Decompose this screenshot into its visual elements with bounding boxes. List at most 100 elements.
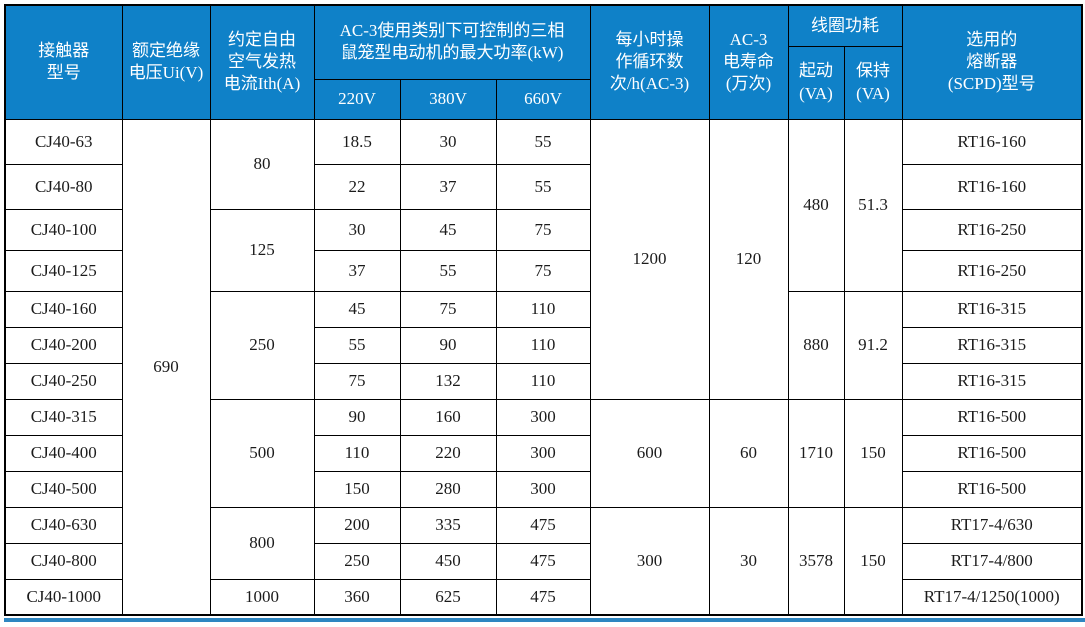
fuse-cell: RT16-500: [901, 470, 1083, 508]
kw-220v-cell: 18.5: [313, 118, 401, 165]
coil-hold-cell: 51.3: [843, 118, 903, 292]
kw-380v-cell: 625: [399, 578, 497, 616]
kw-380v-cell: 280: [399, 470, 497, 508]
ith-cell: 250: [209, 290, 315, 400]
header-380v: 380V: [399, 78, 497, 120]
kw-660v-cell: 75: [495, 208, 591, 251]
fuse-cell: RT17-4/1250(1000): [901, 578, 1083, 616]
life-cell: 120: [708, 118, 789, 400]
cycles-cell: 300: [589, 506, 710, 616]
fuse-cell: RT16-500: [901, 398, 1083, 436]
table-row: CJ40-80 22 37 55 RT16-160: [4, 163, 1083, 210]
model-cell: CJ40-250: [4, 362, 123, 400]
model-cell: CJ40-80: [4, 163, 123, 210]
life-cell: 30: [708, 506, 789, 616]
model-cell: CJ40-160: [4, 290, 123, 328]
ith-cell: 1000: [209, 578, 315, 616]
kw-380v-cell: 160: [399, 398, 497, 436]
header-fuse: 选用的 熔断器 (SCPD)型号: [901, 4, 1083, 120]
header-model: 接触器 型号: [4, 4, 123, 120]
cycles-cell: 1200: [589, 118, 710, 400]
model-cell: CJ40-1000: [4, 578, 123, 616]
kw-380v-cell: 90: [399, 326, 497, 364]
fuse-cell: RT16-250: [901, 208, 1083, 251]
coil-hold-cell: 150: [843, 398, 903, 508]
table-row: CJ40-160 250 45 75 110 880 91.2 RT16-315: [4, 290, 1083, 400]
kw-220v-cell: 90: [313, 398, 401, 436]
header-660v: 660V: [495, 78, 591, 120]
header-life: AC-3 电寿命 (万次): [708, 4, 789, 120]
coil-start-cell: 480: [787, 118, 845, 292]
kw-660v-cell: 55: [495, 118, 591, 165]
coil-hold-cell: 91.2: [843, 290, 903, 400]
table-header: 接触器 型号 额定绝缘 电压Ui(V) 约定自由 空气发热 电流Ith(A) A…: [4, 4, 1083, 120]
model-cell: CJ40-400: [4, 434, 123, 472]
kw-220v-cell: 110: [313, 434, 401, 472]
table-row: CJ40-800 250 450 475 RT17-4/800: [4, 542, 1083, 580]
kw-220v-cell: 200: [313, 506, 401, 544]
kw-660v-cell: 110: [495, 290, 591, 328]
kw-380v-cell: 55: [399, 249, 497, 292]
kw-380v-cell: 132: [399, 362, 497, 400]
bottom-rule: [4, 618, 1085, 622]
coil-start-cell: 1710: [787, 398, 845, 508]
kw-380v-cell: 75: [399, 290, 497, 328]
coil-start-cell: 3578: [787, 506, 845, 616]
contactor-spec-table: 接触器 型号 额定绝缘 电压Ui(V) 约定自由 空气发热 电流Ith(A) A…: [4, 4, 1083, 616]
fuse-cell: RT16-250: [901, 249, 1083, 292]
table-row: CJ40-63 690 80 18.5 30 55 1200 120 480 51.3 RT16-1…: [4, 118, 1083, 616]
kw-220v-cell: 30: [313, 208, 401, 251]
kw-660v-cell: 55: [495, 163, 591, 210]
model-cell: CJ40-500: [4, 470, 123, 508]
model-cell: CJ40-100: [4, 208, 123, 251]
fuse-cell: RT16-315: [901, 362, 1083, 400]
table-row: CJ40-200 55 90 110 RT16-315: [4, 326, 1083, 364]
kw-220v-cell: 75: [313, 362, 401, 400]
header-row-3: 220V 380V 660V: [5, 78, 1082, 120]
header-row-1: 接触器 型号 额定绝缘 电压Ui(V) 约定自由 空气发热 电流Ith(A) A…: [4, 4, 1083, 120]
ith-cell: 800: [209, 506, 315, 580]
kw-220v-cell: 360: [313, 578, 401, 616]
kw-660v-cell: 300: [495, 470, 591, 508]
cycles-cell: 600: [589, 398, 710, 508]
header-coil-power: 线圈功耗: [787, 4, 903, 47]
fuse-cell: RT17-4/800: [901, 542, 1083, 580]
table-body: CJ40-63 690 80 18.5 30 55 1200 120 480 51.3 RT16-1…: [4, 118, 1083, 616]
fuse-cell: RT16-160: [901, 163, 1083, 210]
kw-380v-cell: 45: [399, 208, 497, 251]
table-row: CJ40-125 37 55 75 RT16-250: [4, 249, 1083, 292]
table-row: CJ40-1000 1000 360 625 475 RT17-4/1250(1000): [4, 578, 1083, 616]
life-cell: 60: [708, 398, 789, 508]
kw-660v-cell: 110: [495, 362, 591, 400]
kw-380v-cell: 450: [399, 542, 497, 580]
model-cell: CJ40-315: [4, 398, 123, 436]
header-cycles: 每小时操 作循环数 次/h(AC-3): [589, 4, 710, 120]
kw-660v-cell: 475: [495, 506, 591, 544]
header-coil-start: 起动 (VA): [787, 45, 845, 120]
kw-660v-cell: 475: [495, 578, 591, 616]
ui-voltage-cell: 690: [121, 118, 211, 616]
header-rated-voltage: 额定绝缘 电压Ui(V): [121, 4, 211, 120]
coil-start-cell: 880: [787, 290, 845, 400]
kw-380v-cell: 30: [399, 118, 497, 165]
kw-660v-cell: 475: [495, 542, 591, 580]
ith-cell: 125: [209, 208, 315, 292]
model-cell: CJ40-800: [4, 542, 123, 580]
fuse-cell: RT16-160: [901, 118, 1083, 165]
model-cell: CJ40-630: [4, 506, 123, 544]
header-coil-hold: 保持 (VA): [843, 45, 903, 120]
model-cell: CJ40-200: [4, 326, 123, 364]
table-row: CJ40-250 75 132 110 RT16-315: [4, 362, 1083, 400]
table-row: CJ40-100 125 30 45 75 RT16-250: [4, 208, 1083, 292]
table-row: CJ40-400 110 220 300 RT16-500: [4, 434, 1083, 472]
table-row: CJ40-315 500 90 160 300 600 60 1710 150 RT16-500: [4, 398, 1083, 508]
model-cell: CJ40-63: [4, 118, 123, 165]
kw-220v-cell: 45: [313, 290, 401, 328]
coil-hold-cell: 150: [843, 506, 903, 616]
header-thermal-current: 约定自由 空气发热 电流Ith(A): [209, 4, 315, 120]
fuse-cell: RT16-315: [901, 290, 1083, 328]
header-ac3-power-group: AC-3使用类别下可控制的三相 鼠笼型电动机的最大功率(kW): [313, 4, 591, 80]
kw-660v-cell: 300: [495, 434, 591, 472]
kw-380v-cell: 37: [399, 163, 497, 210]
